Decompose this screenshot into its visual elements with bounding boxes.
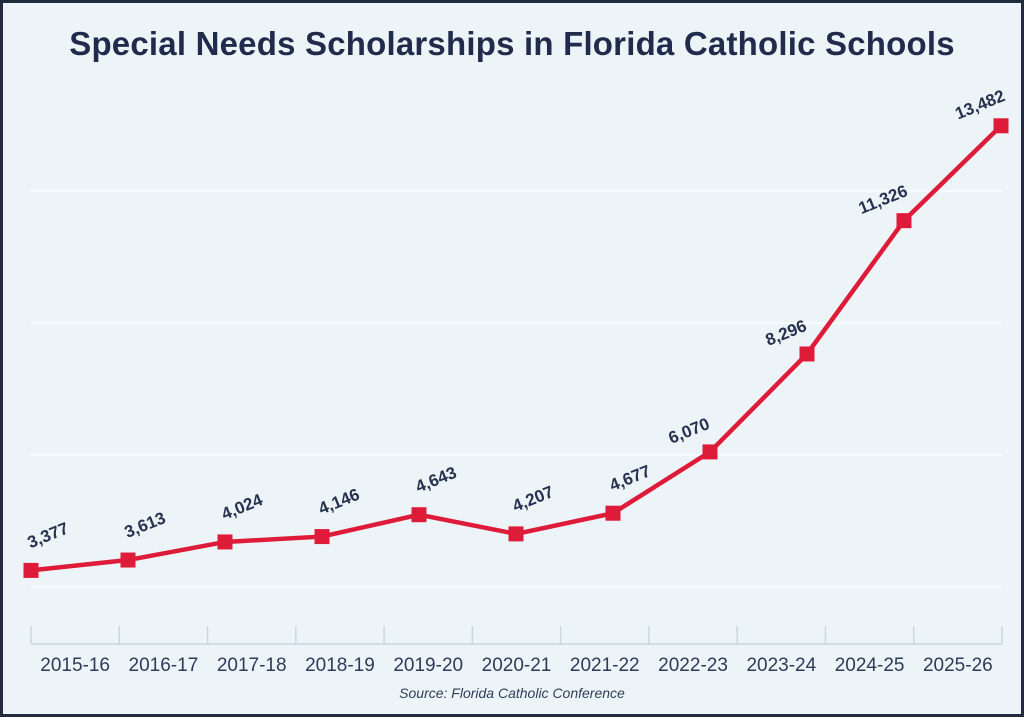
data-point-marker — [605, 505, 621, 521]
source-note: Source: Florida Catholic Conference — [399, 685, 625, 701]
x-axis-label: 2022-23 — [658, 655, 728, 676]
data-point-marker — [314, 529, 330, 545]
data-point-marker — [896, 213, 912, 229]
data-point-marker — [508, 526, 524, 542]
chart-title: Special Needs Scholarships in Florida Ca… — [69, 25, 955, 62]
data-point-marker — [120, 552, 136, 568]
x-axis-label: 2024-25 — [835, 655, 905, 676]
x-axis-label: 2019-20 — [393, 655, 463, 676]
data-point-marker — [217, 534, 233, 550]
data-value-label: 11,326 — [856, 181, 910, 218]
x-axis-label: 2017-18 — [217, 655, 287, 676]
data-value-label: 3,377 — [25, 519, 72, 553]
x-axis-label: 2021-22 — [570, 655, 640, 676]
data-value-label: 13,482 — [952, 86, 1007, 123]
data-value-label: 4,643 — [413, 463, 460, 497]
data-value-label: 6,070 — [666, 414, 713, 448]
x-axis-label: 2015-16 — [40, 655, 110, 676]
data-value-label: 3,613 — [122, 508, 169, 542]
data-markers — [23, 118, 1009, 578]
data-value-label: 4,146 — [316, 485, 363, 519]
data-point-marker — [702, 444, 718, 460]
data-value-label: 4,024 — [219, 490, 266, 524]
data-point-marker — [23, 562, 39, 578]
x-axis-labels: 2015-16 2016-17 2017-18 2018-19 2019-20 2020-… — [40, 655, 992, 676]
x-axis-label: 2025-26 — [923, 655, 993, 676]
x-axis-label: 2018-19 — [305, 655, 375, 676]
data-point-marker — [799, 346, 815, 362]
data-value-label: 8,296 — [763, 316, 810, 350]
data-point-marker — [993, 118, 1009, 134]
x-axis-label: 2023-24 — [746, 655, 816, 676]
gridlines — [31, 190, 1002, 588]
data-value-label: 4,207 — [510, 482, 557, 516]
x-axis-label: 2020-21 — [482, 655, 552, 676]
x-axis-label: 2016-17 — [129, 655, 199, 676]
data-point-marker — [411, 507, 427, 523]
x-axis — [30, 626, 1003, 645]
